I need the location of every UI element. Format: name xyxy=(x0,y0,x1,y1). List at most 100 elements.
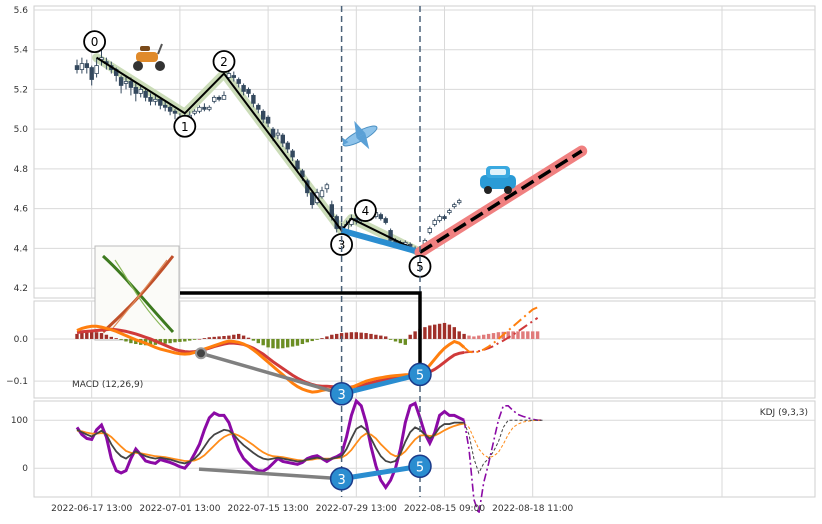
macd-histogram-bar xyxy=(246,337,251,339)
macd-histogram-bar xyxy=(207,337,211,339)
macd-histogram-bar xyxy=(310,338,314,342)
wave-point-marker xyxy=(330,233,354,256)
candle-body xyxy=(143,91,148,98)
wave-line xyxy=(96,56,421,254)
kdj-j-line xyxy=(75,398,465,491)
candle-body xyxy=(202,106,207,110)
macd-histogram-bar xyxy=(286,338,290,348)
macd-histogram-bar xyxy=(85,332,89,339)
macd-wave-marker xyxy=(329,382,354,406)
macd-histogram-bar xyxy=(315,338,319,340)
macd-histogram-bar xyxy=(388,338,393,340)
macd-histogram-bar xyxy=(197,338,202,340)
macd-title: MACD (12,26,9) xyxy=(72,380,143,390)
macd-histogram-bar xyxy=(266,338,270,348)
macd-histogram-bar xyxy=(506,331,510,339)
scooter-seat xyxy=(140,46,150,51)
candle-body xyxy=(211,96,217,102)
candle-body xyxy=(241,85,246,92)
macd-y-tick-label: 0.0 xyxy=(14,335,29,345)
candle-body xyxy=(427,228,432,233)
candle-body xyxy=(138,89,143,94)
macd-histogram-bar xyxy=(251,338,256,341)
macd-histogram-bar xyxy=(90,331,94,339)
macd-histogram-bar xyxy=(330,334,334,339)
macd-histogram-bar xyxy=(491,333,496,339)
price-y-tick-label: 5.0 xyxy=(14,125,29,135)
macd-histogram-bar xyxy=(256,338,260,344)
airplane-tail xyxy=(341,136,349,145)
macd-histogram-bar xyxy=(192,338,197,340)
macd-histogram-bar xyxy=(227,335,231,339)
wave-point-label: 3 xyxy=(338,238,346,252)
macd-histogram-bar xyxy=(462,333,466,339)
connector-bracket xyxy=(180,291,422,375)
macd-histogram-bar xyxy=(437,323,442,339)
macd-histogram-bar xyxy=(276,338,280,349)
candle-body xyxy=(207,106,212,110)
macd-histogram-bar xyxy=(148,338,153,346)
macd-histogram-bar xyxy=(433,324,437,339)
pattern-thumbnail xyxy=(94,245,180,341)
candle-body xyxy=(79,63,85,70)
candle-body xyxy=(447,210,452,213)
projection-line xyxy=(419,149,583,254)
wave-point-label: 4 xyxy=(362,204,370,218)
macd-panel xyxy=(75,306,540,397)
candle-body xyxy=(290,150,295,158)
candle-body xyxy=(251,94,256,104)
macd-histogram-bar xyxy=(124,338,128,342)
wave-point-label: 1 xyxy=(181,120,189,134)
macd-histogram-bar xyxy=(384,336,388,339)
candle-body xyxy=(158,98,163,106)
wave-point-marker xyxy=(353,199,377,222)
macd-histogram-bar xyxy=(457,331,461,339)
macd-histogram-bar xyxy=(521,331,525,339)
price-y-tick-label: 5.4 xyxy=(14,46,29,56)
macd-histogram-bar xyxy=(374,334,378,339)
macd-histogram-bar xyxy=(535,331,540,339)
candle-body xyxy=(123,81,129,84)
overlay-annotations: 3 5 3 5 xyxy=(180,6,432,497)
candle-body xyxy=(246,89,251,94)
macd-histogram-bar xyxy=(94,332,99,339)
kdj-wave-label: 5 xyxy=(416,460,424,475)
wave-point-marker xyxy=(212,50,236,73)
candle-body xyxy=(383,218,388,223)
axis-labels: 2022-06-17 13:00 2022-07-01 13:00 2022-07-… xyxy=(6,6,573,514)
macd-histogram-bar xyxy=(403,338,407,345)
candle-body xyxy=(456,200,462,204)
macd-histogram-bar xyxy=(183,338,187,342)
price-y-tick-label: 5.2 xyxy=(14,85,28,95)
macd-histogram-bar xyxy=(114,338,118,339)
candle-body xyxy=(260,110,266,120)
candle-body xyxy=(388,230,393,241)
macd-wave-label: 5 xyxy=(416,368,424,383)
x-tick-label: 2022-08-15 09:00 xyxy=(404,504,485,514)
macd-histogram-bar xyxy=(344,332,349,339)
macd-histogram-bar xyxy=(104,334,109,339)
car-body xyxy=(480,175,516,189)
candle-body xyxy=(128,81,134,88)
candle-body xyxy=(162,104,168,108)
macd-histogram-bar xyxy=(290,338,295,347)
candle-body xyxy=(319,190,325,198)
macd-histogram-bar xyxy=(472,336,476,339)
macd-histogram-bar xyxy=(232,334,236,339)
macd-histogram-bar xyxy=(80,332,84,339)
wave-point-marker xyxy=(83,30,106,54)
candle-body xyxy=(133,87,138,94)
macd-histogram-bar xyxy=(222,336,226,339)
candle-body xyxy=(84,63,89,68)
candle-body xyxy=(280,134,285,144)
x-tick-label: 2022-07-29 13:00 xyxy=(316,504,397,514)
macd-histogram-bar xyxy=(413,331,417,339)
candle-body xyxy=(89,67,94,80)
kdj-y-tick-label: 100 xyxy=(11,416,28,426)
macd-histogram-bar xyxy=(212,336,216,339)
macd-histogram-bar xyxy=(477,335,481,339)
scooter-icon xyxy=(133,43,165,71)
candle-body xyxy=(231,75,236,78)
macd-wave-label: 3 xyxy=(337,388,345,403)
